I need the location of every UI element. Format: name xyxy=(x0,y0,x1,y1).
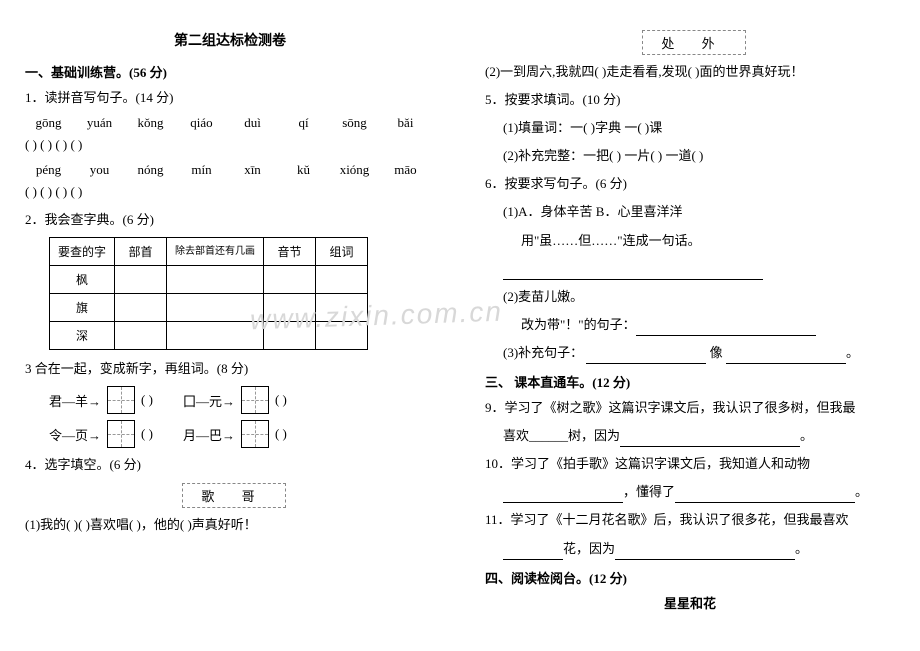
blank xyxy=(503,266,763,280)
th: 音节 xyxy=(264,238,316,266)
text: 花，因为 xyxy=(563,541,615,556)
pinyin: qí xyxy=(280,115,327,131)
th: 除去部首还有几画 xyxy=(167,238,264,266)
q1-label: 1．读拼音写句子。(14 分) xyxy=(25,87,435,109)
q4-sub2: (2)一到周六,我就四( )走走看看,发现( )面的世界真好玩！ xyxy=(485,61,895,83)
q4-choice-box2: 处 外 xyxy=(485,30,895,55)
right-column: 处 外 (2)一到周六,我就四( )走走看看,发现( )面的世界真好玩！ 5．按… xyxy=(460,0,920,651)
compose-row2: 令—页→ ( ) 月—巴→ ( ) xyxy=(49,420,435,448)
text: 像 xyxy=(710,345,723,360)
q4-sub1: (1)我的( )( )喜欢唱( )，他的( )声真好听！ xyxy=(25,514,435,536)
pinyin: kǔ xyxy=(280,162,327,178)
section4-heading: 四、阅读检阅台。(12 分) xyxy=(485,568,895,587)
tian-box xyxy=(241,386,269,414)
compose-paren: ( ) xyxy=(275,426,287,442)
pinyin-row1: gōng yuán kǒng qiáo duì qí sōng bǎi xyxy=(25,115,435,131)
text: ，懂得了 xyxy=(623,484,675,499)
pinyin: bǎi xyxy=(382,115,429,131)
pinyin: gōng xyxy=(25,115,72,131)
q5-label: 5．按要求填词。(10 分) xyxy=(485,89,895,111)
compose-row1: 君—羊→ ( ) 囗—元→ ( ) xyxy=(49,386,435,414)
tian-box xyxy=(241,420,269,448)
text: (3)补充句子： xyxy=(503,345,583,360)
compose-paren: ( ) xyxy=(275,392,287,408)
th: 组词 xyxy=(316,238,368,266)
blank xyxy=(620,433,800,447)
q6-sub3: (3)补充句子： 像 。 xyxy=(485,342,895,364)
pinyin: nóng xyxy=(127,162,174,178)
pinyin-row2: péng you nóng mín xīn kǔ xióng māo xyxy=(25,162,435,178)
tian-box xyxy=(107,386,135,414)
td: 旗 xyxy=(50,294,115,322)
q5-sub1: (1)填量词：一( )字典 一( )课 xyxy=(485,117,895,139)
section1-heading: 一、基础训练营。(56 分) xyxy=(25,62,435,81)
compose-left: 月—巴→ xyxy=(183,425,235,444)
q2-label: 2．我会查字典。(6 分) xyxy=(25,209,435,231)
pinyin: kǒng xyxy=(127,115,174,131)
q9b: 喜欢______树，因为。 xyxy=(485,425,895,447)
compose-left: 令—页→ xyxy=(49,425,101,444)
q6-sub2b: 改为带"！"的句子： xyxy=(485,314,895,336)
blank xyxy=(503,489,623,503)
paren-row1: ( ) ( ) ( ) ( ) xyxy=(25,134,435,156)
pinyin: yuán xyxy=(76,115,123,131)
q10b: ，懂得了。 xyxy=(485,481,895,503)
blank xyxy=(675,489,855,503)
pinyin: qiáo xyxy=(178,115,225,131)
q4-choice-box: 歌 哥 xyxy=(25,483,435,508)
q9a: 9．学习了《树之歌》这篇识字课文后，我认识了很多树，但我最 xyxy=(485,397,895,419)
q6-label: 6．按要求写句子。(6 分) xyxy=(485,173,895,195)
q6-sub1b: 用"虽……但……"连成一句话。 xyxy=(485,230,895,252)
pinyin: péng xyxy=(25,162,72,178)
text: 喜欢______树，因为 xyxy=(503,428,620,443)
left-column: 第二组达标检测卷 一、基础训练营。(56 分) 1．读拼音写句子。(14 分) … xyxy=(0,0,460,651)
q5-sub2: (2)补充完整：一把( ) 一片( ) 一道( ) xyxy=(485,145,895,167)
choice-box: 处 外 xyxy=(642,30,745,55)
pinyin: duì xyxy=(229,115,276,131)
q10a: 10．学习了《拍手歌》这篇识字课文后，我知道人和动物 xyxy=(485,453,895,475)
th: 要查的字 xyxy=(50,238,115,266)
text: 改为带"！"的句子： xyxy=(521,317,636,332)
pinyin: sōng xyxy=(331,115,378,131)
compose-left: 囗—元→ xyxy=(183,391,235,410)
paren-row2: ( ) ( ) ( ) ( ) xyxy=(25,181,435,203)
page-title: 第二组达标检测卷 xyxy=(25,30,435,50)
td: 深 xyxy=(50,322,115,350)
compose-paren: ( ) xyxy=(141,392,153,408)
blank xyxy=(636,322,816,336)
blank xyxy=(586,350,706,364)
q4-label: 4．选字填空。(6 分) xyxy=(25,454,435,476)
th: 部首 xyxy=(115,238,167,266)
q11a: 11．学习了《十二月花名歌》后，我认识了很多花，但我最喜欢 xyxy=(485,509,895,531)
choice-box: 歌 哥 xyxy=(182,483,285,508)
td: 枫 xyxy=(50,266,115,294)
pinyin: xióng xyxy=(331,162,378,178)
pinyin: xīn xyxy=(229,162,276,178)
q3-label: 3 合在一起，变成新字，再组词。(8 分) xyxy=(25,358,435,380)
dictionary-table: 要查的字 部首 除去部首还有几画 音节 组词 枫 旗 深 xyxy=(49,237,368,350)
compose-paren: ( ) xyxy=(141,426,153,442)
section3-heading: 三、 课本直通车。(12 分) xyxy=(485,372,895,391)
pinyin: māo xyxy=(382,162,429,178)
pinyin: mín xyxy=(178,162,225,178)
compose-left: 君—羊→ xyxy=(49,391,101,410)
q6-blank1 xyxy=(485,258,895,280)
pinyin: you xyxy=(76,162,123,178)
q6-sub1a: (1)A．身体辛苦 B．心里喜洋洋 xyxy=(485,201,895,223)
q6-sub2: (2)麦苗儿嫩。 xyxy=(485,286,895,308)
q11b: 花，因为。 xyxy=(485,538,895,560)
blank xyxy=(726,350,846,364)
blank xyxy=(503,546,563,560)
tian-box xyxy=(107,420,135,448)
reading-title: 星星和花 xyxy=(485,593,895,612)
blank xyxy=(615,546,795,560)
